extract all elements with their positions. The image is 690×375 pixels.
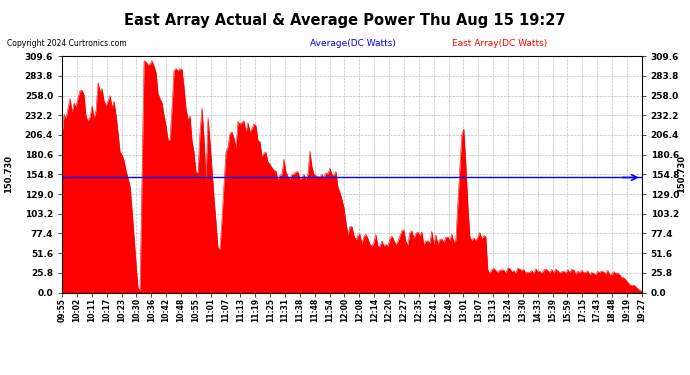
Text: 150.730: 150.730: [677, 155, 687, 194]
Text: East Array Actual & Average Power Thu Aug 15 19:27: East Array Actual & Average Power Thu Au…: [124, 13, 566, 28]
Text: Average(DC Watts): Average(DC Watts): [310, 39, 396, 48]
Text: Copyright 2024 Curtronics.com: Copyright 2024 Curtronics.com: [7, 39, 126, 48]
Text: East Array(DC Watts): East Array(DC Watts): [452, 39, 547, 48]
Text: 150.730: 150.730: [3, 155, 13, 194]
